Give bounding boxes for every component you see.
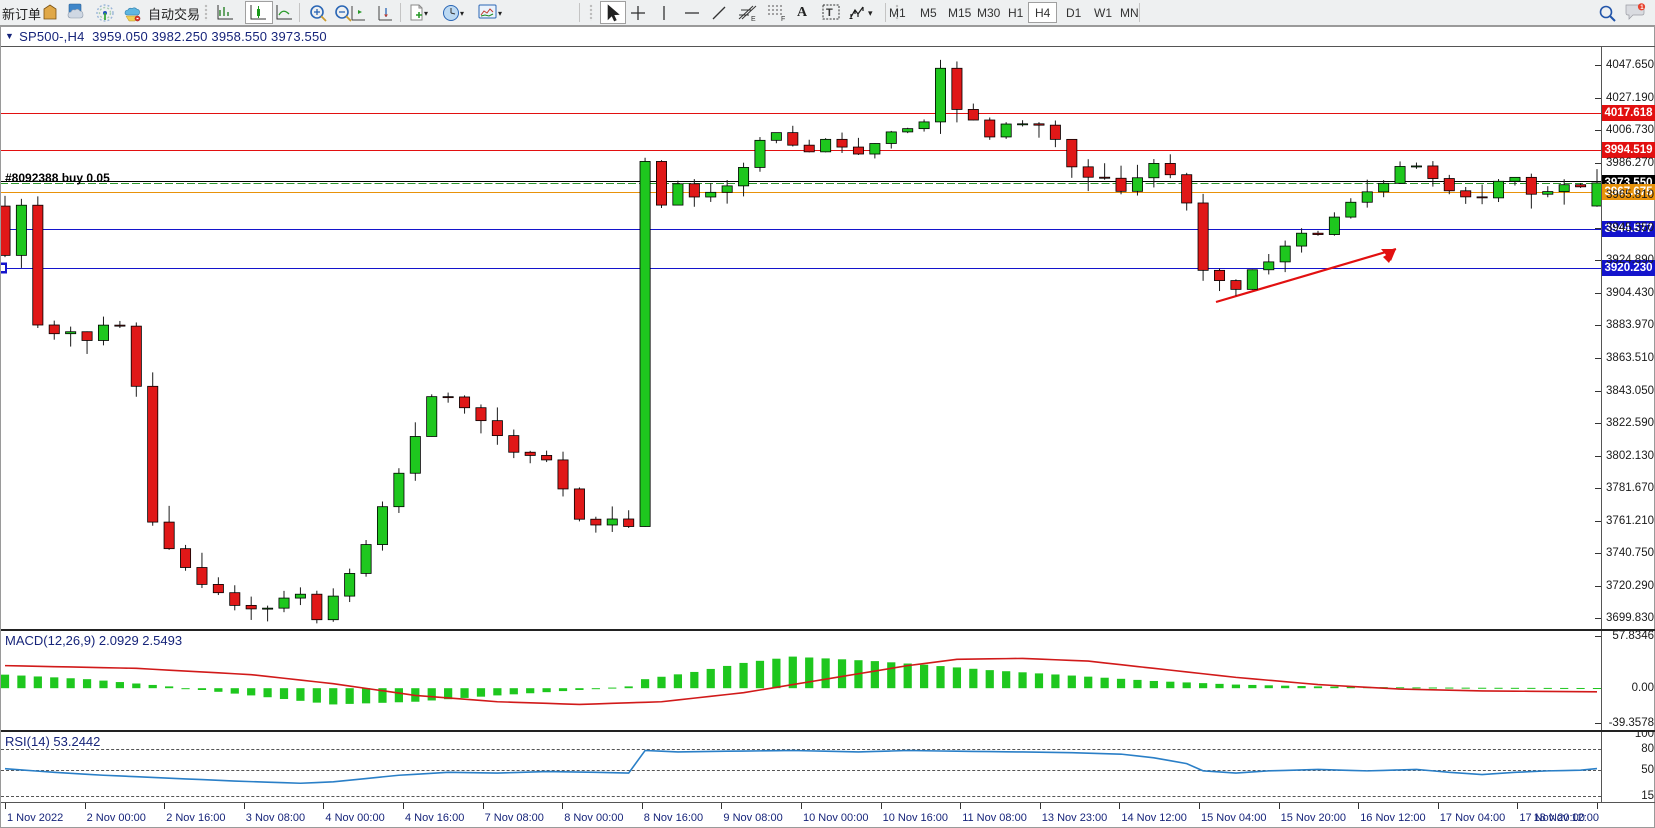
svg-text:T: T xyxy=(826,7,833,19)
svg-text:F: F xyxy=(781,16,785,22)
svg-text:E: E xyxy=(751,16,756,22)
